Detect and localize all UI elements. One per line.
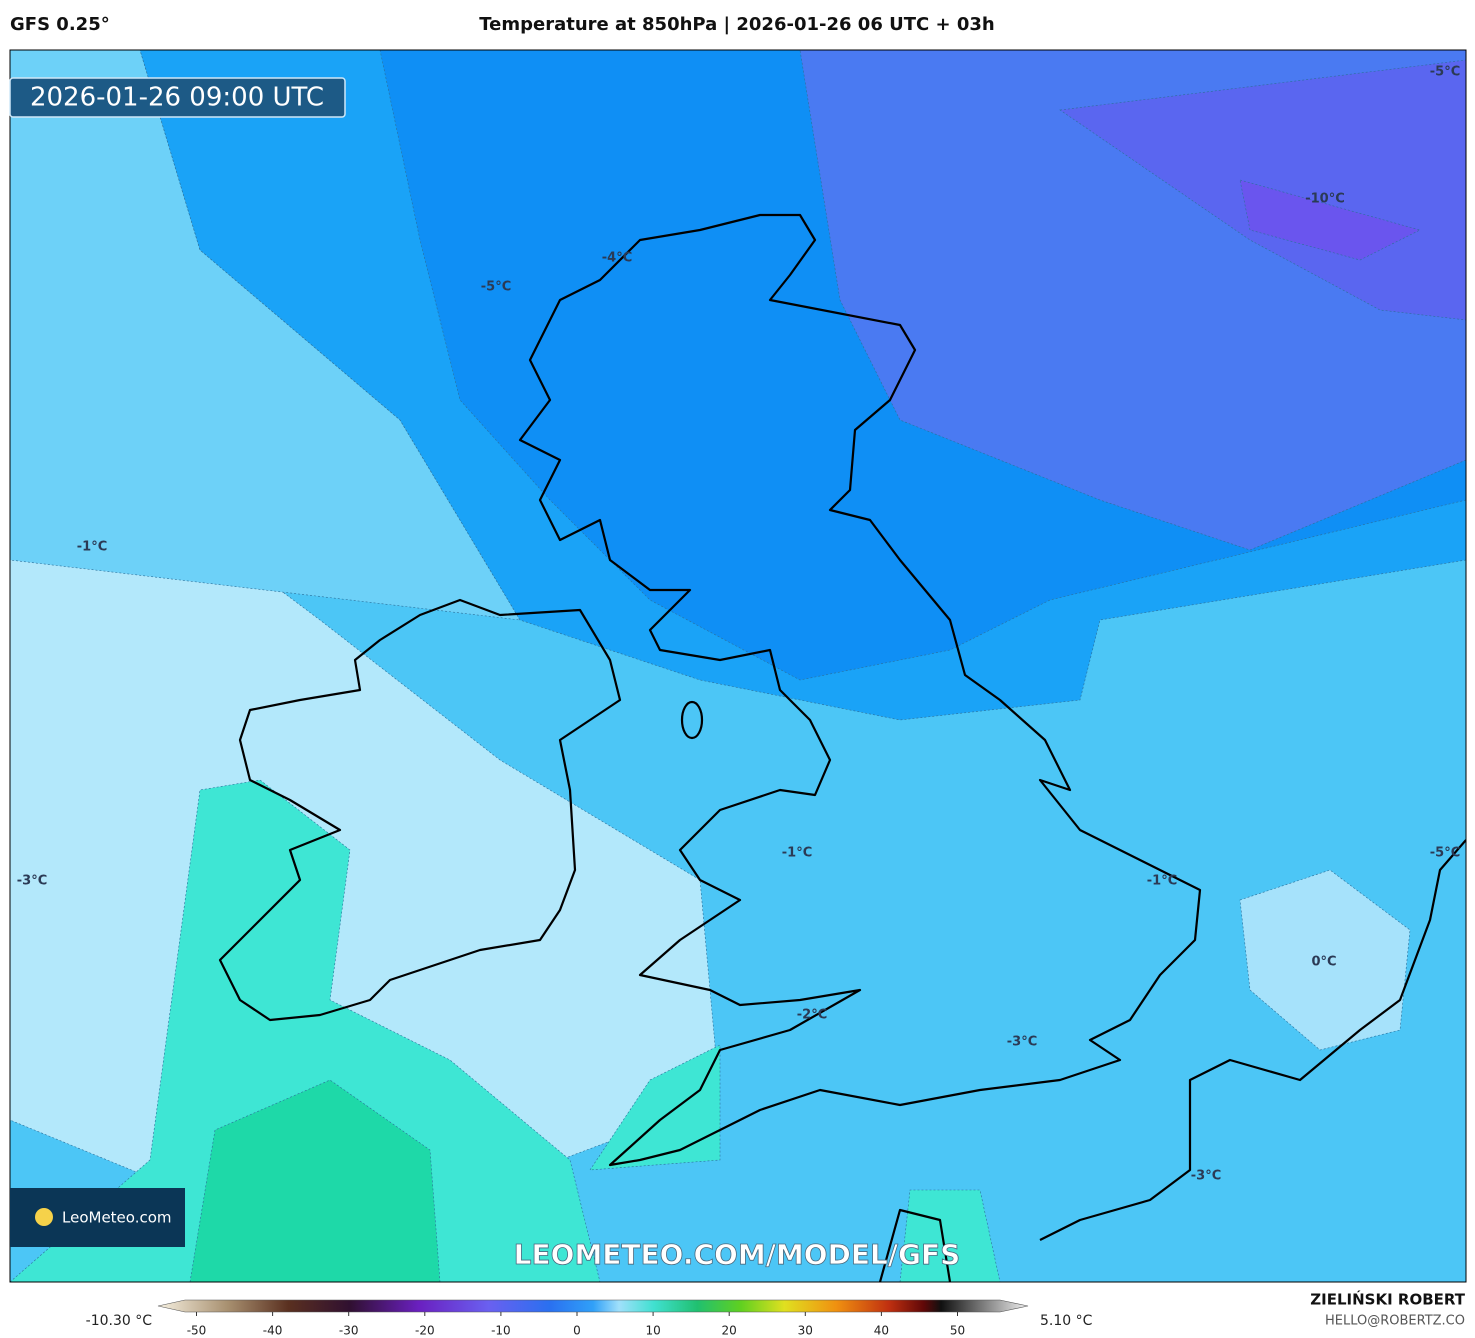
map-frame <box>9 49 1467 1283</box>
temperature-region <box>10 779 601 1282</box>
contour-label: -2°C <box>797 1008 827 1023</box>
contour-label: -5°C <box>1430 846 1460 861</box>
colorbar-min: -10.30 °C <box>86 1313 153 1329</box>
temperature-region <box>1239 869 1411 1051</box>
map-area <box>10 50 1466 1282</box>
author: ZIELIŃSKI ROBERT <box>1310 1290 1465 1309</box>
watermark: LEOMETEO.COM/MODEL/GFS <box>514 1238 961 1271</box>
colorbar-tick-label: -50 <box>187 1324 207 1338</box>
temperature-region <box>899 1189 1001 1282</box>
contour-label: -3°C <box>17 874 47 889</box>
colorbar-tick-label: -10 <box>491 1324 511 1338</box>
brittany-coast <box>878 1208 952 1282</box>
colorbar-tick-label: -20 <box>415 1324 435 1338</box>
valid-time: 2026-01-26 09:00 UTC <box>30 83 324 113</box>
temperature-region <box>1239 179 1421 261</box>
isle-of-man <box>680 700 704 740</box>
temperature-region <box>189 1079 441 1282</box>
colorbar-tick-label: 50 <box>950 1324 965 1338</box>
logo-sun <box>35 1208 53 1226</box>
colorbar-tick-label: -40 <box>263 1324 283 1338</box>
colorbar-tick-label: 20 <box>722 1324 737 1338</box>
contour-label: -1°C <box>782 846 812 861</box>
contour-label: 0°C <box>1311 955 1336 970</box>
contour-label: -3°C <box>1007 1035 1037 1050</box>
colorbar-tick-label: 0 <box>573 1324 581 1338</box>
logo-text: LeoMeteo.com <box>62 1209 172 1227</box>
contact: HELLO@ROBERTZ.CO <box>1325 1314 1465 1329</box>
contour-label: -5°C <box>1430 65 1460 80</box>
great-britain-coast <box>518 213 1202 1167</box>
colorbar-tick-label: -30 <box>339 1324 359 1338</box>
contour-label: -5°C <box>481 280 511 295</box>
continent-coast <box>1039 839 1466 1241</box>
contour-label: -10°C <box>1305 192 1345 207</box>
contour-label: -3°C <box>1191 1169 1221 1184</box>
colorbar-tick-label: 10 <box>645 1324 660 1338</box>
map-title: Temperature at 850hPa | 2026-01-26 06 UT… <box>479 14 994 35</box>
colorbar-tick-label: 30 <box>798 1324 813 1338</box>
contour-label: -4°C <box>602 251 632 266</box>
colorbar <box>157 1299 1029 1313</box>
valid-time-box <box>9 77 346 118</box>
colorbar-tick-label: 40 <box>874 1324 889 1338</box>
contour-label: -1°C <box>77 540 107 555</box>
colorbar-max: 5.10 °C <box>1040 1313 1093 1329</box>
ireland-coast <box>218 598 622 1022</box>
temperature-region <box>589 1044 721 1171</box>
contour-label: -1°C <box>1147 874 1177 889</box>
model-name: GFS 0.25° <box>10 14 110 35</box>
